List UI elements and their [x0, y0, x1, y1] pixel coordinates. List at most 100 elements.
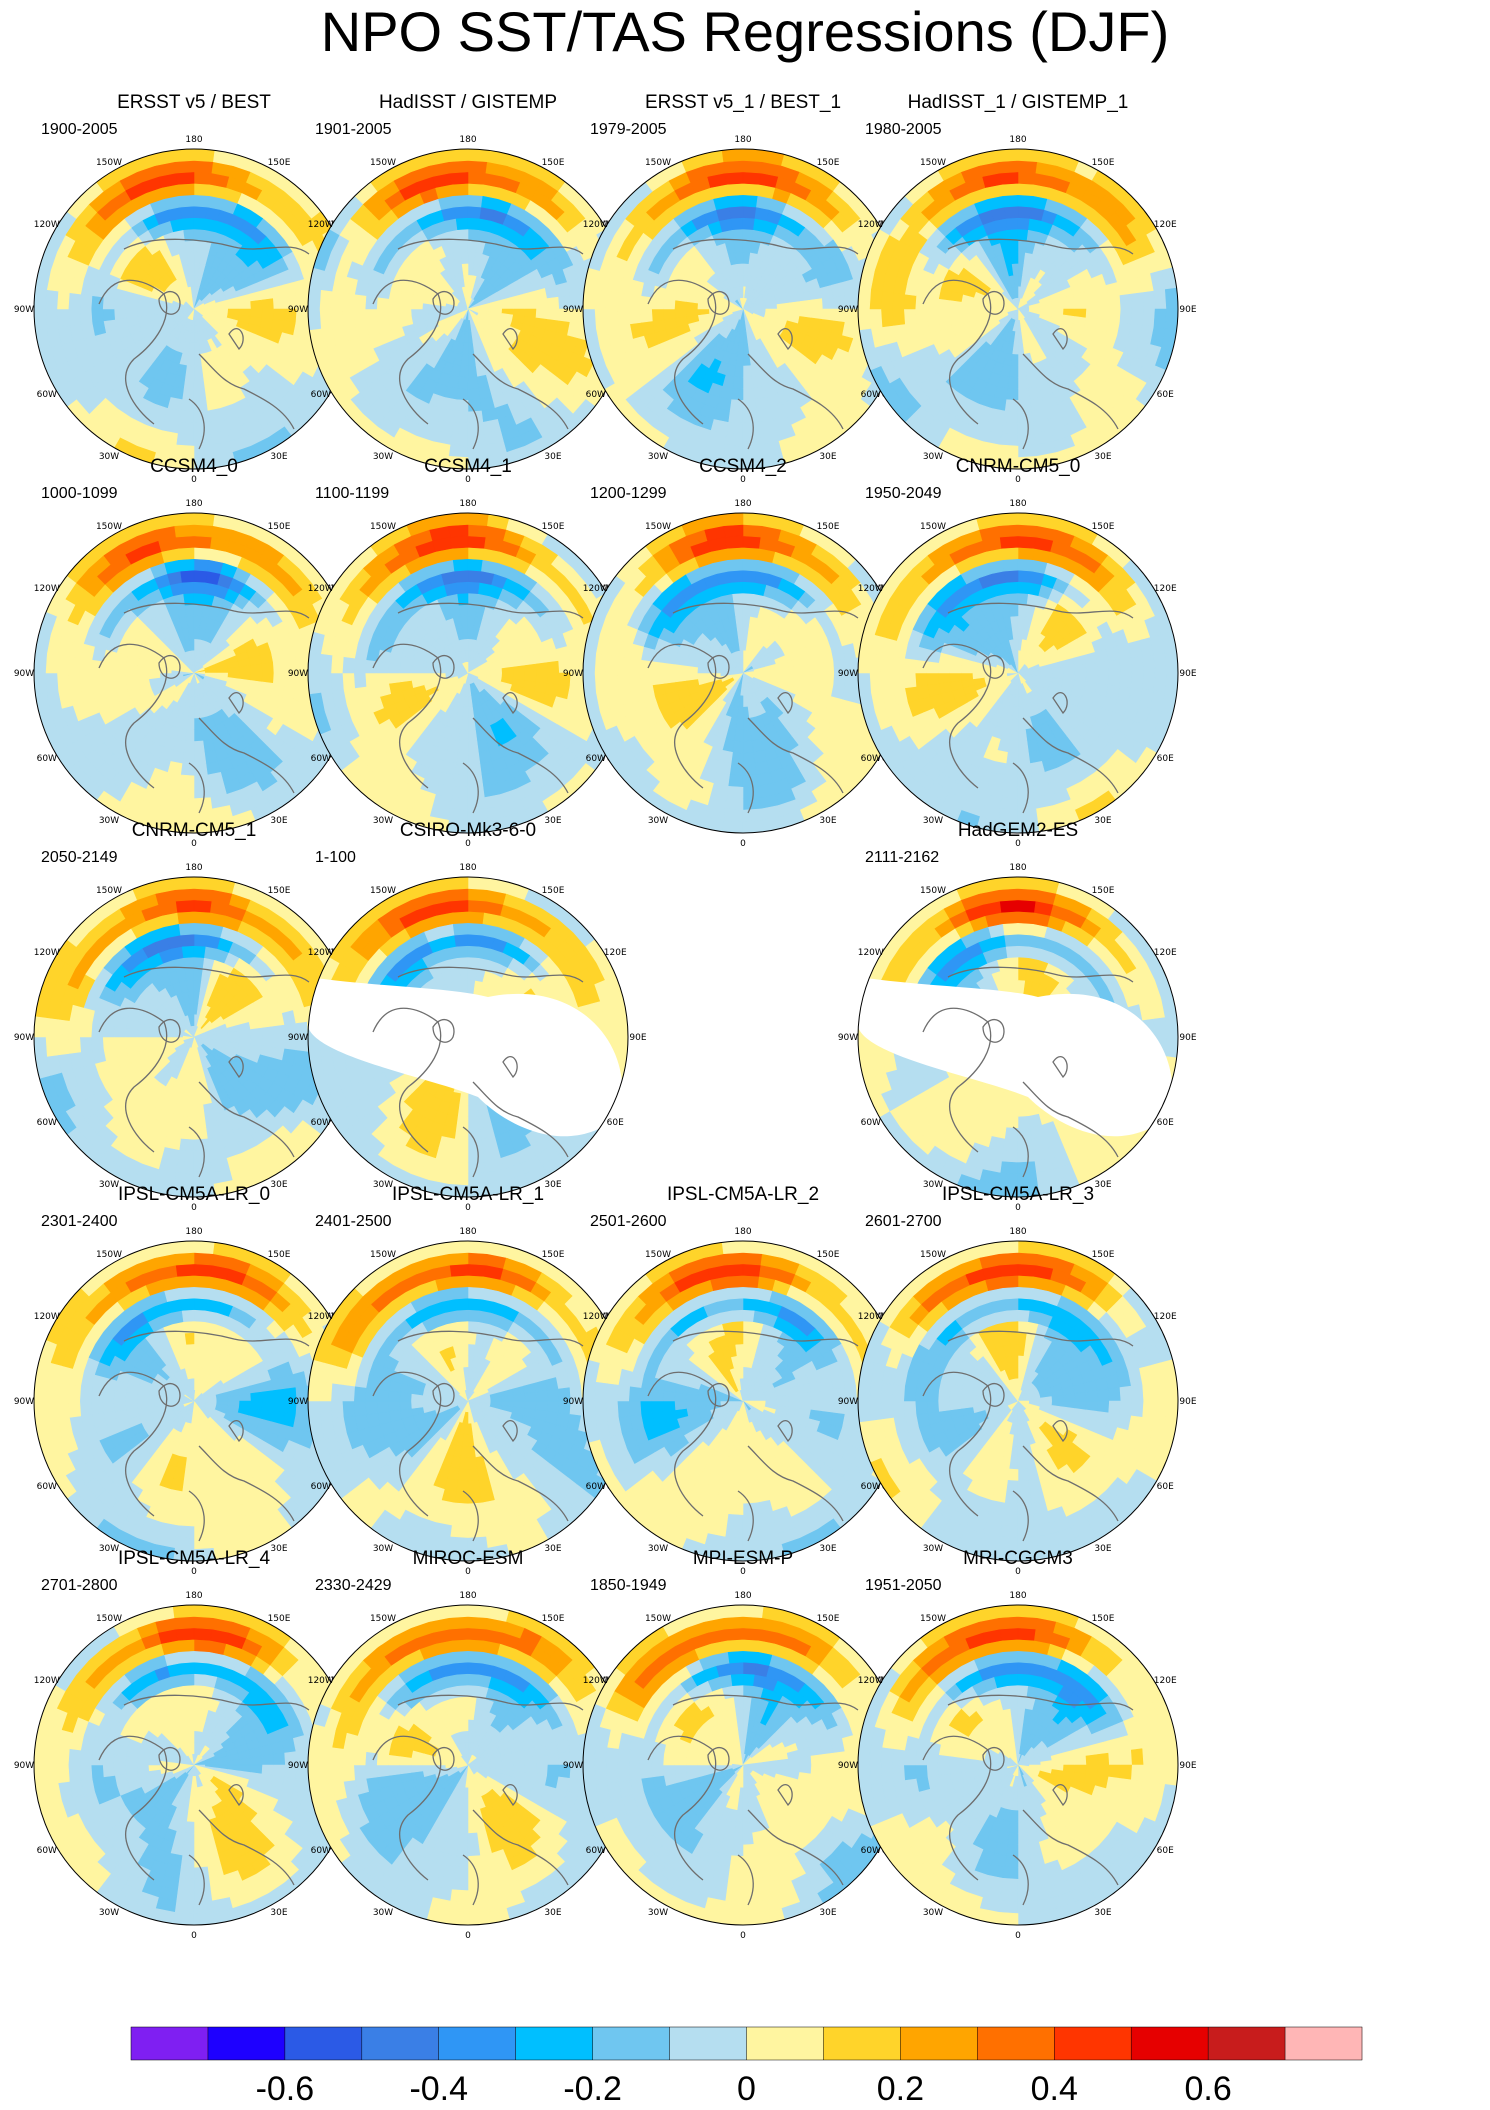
field-cell: [45, 308, 59, 329]
field-cell: [467, 558, 484, 572]
field-cell: [1017, 421, 1035, 436]
panel-title: HadISST_1 / GISTEMP_1: [907, 92, 1129, 113]
field-cell: [193, 524, 214, 538]
field-cell: [726, 182, 744, 197]
coastline: [432, 654, 455, 679]
longitude-label: 90W: [14, 305, 34, 315]
field-cell: [341, 656, 356, 674]
coastline: [472, 353, 569, 430]
field-cell: [458, 604, 469, 617]
longitude-label: 30W: [99, 816, 119, 826]
field-cell: [524, 663, 537, 674]
field-cell: [452, 410, 469, 424]
field-cell: [136, 308, 149, 317]
longitude-label: 0: [740, 475, 746, 484]
longitude-label: 120W: [858, 220, 884, 230]
field-cell: [628, 293, 642, 310]
field-cell: [446, 149, 469, 163]
field-cell: [177, 421, 195, 436]
panel-title: ERSST v5 / BEST: [117, 92, 271, 113]
panel-title: ERSST v5_1 / BEST_1: [644, 92, 842, 113]
field-cell: [399, 308, 412, 319]
field-cell: [999, 171, 1019, 185]
longitude-label: 90E: [1179, 305, 1196, 315]
field-cell: [724, 535, 744, 549]
map-panel: HadISST_1 / GISTEMP_1 1980-2005 180 150E 120…: [833, 92, 1203, 484]
field-cell: [535, 298, 549, 310]
field-cell: [742, 558, 759, 572]
longitude-label: 30W: [99, 452, 119, 462]
coastline: [432, 290, 455, 315]
field-cell: [181, 217, 195, 231]
field-cell: [1108, 295, 1122, 310]
field-cell: [45, 289, 59, 310]
field-cell: [455, 387, 469, 401]
field-cell: [193, 455, 216, 469]
field-cell: [583, 287, 597, 310]
field-cell: [193, 182, 211, 197]
field-cell: [594, 308, 608, 329]
field-cell: [239, 665, 252, 674]
field-cell: [193, 513, 216, 527]
coastline: [462, 398, 479, 450]
field-cell: [193, 751, 207, 765]
longitude-label: 30E: [270, 452, 287, 462]
field-cell: [376, 660, 390, 674]
field-cell: [535, 308, 549, 320]
coastline: [737, 398, 754, 450]
field-cell: [998, 160, 1019, 174]
longitude-label: 30W: [923, 452, 943, 462]
field-cell: [732, 376, 744, 390]
field-cell: [605, 654, 619, 674]
field-cell: [729, 205, 744, 219]
coastline: [462, 762, 479, 814]
coastline: [777, 327, 793, 351]
field-cell: [742, 546, 760, 561]
field-cell: [330, 672, 344, 692]
field-cell: [467, 546, 485, 561]
field-cell: [674, 308, 687, 319]
field-cell: [1001, 182, 1019, 197]
coastline: [472, 717, 569, 794]
field-cell: [467, 729, 478, 742]
field-cell: [178, 410, 195, 424]
field-cell: [730, 217, 744, 231]
field-cell: [239, 301, 252, 310]
field-cell: [67, 308, 82, 326]
field-cell: [181, 751, 195, 765]
field-cell: [467, 581, 481, 595]
field-cell: [67, 672, 82, 690]
field-cell: [594, 653, 608, 674]
coastline: [397, 238, 584, 255]
field-cell: [467, 160, 488, 174]
field-cell: [449, 797, 469, 811]
panel-period: 1979-2005: [590, 121, 667, 138]
coastline: [747, 353, 844, 430]
field-cell: [193, 729, 204, 742]
field-cell: [467, 205, 482, 219]
field-cell: [810, 672, 824, 684]
field-cell: [467, 194, 484, 208]
field-cell: [113, 298, 127, 310]
field-cell: [177, 182, 195, 197]
longitude-label: 30E: [544, 816, 561, 826]
field-cell: [651, 672, 665, 686]
panel-period: 1100-1199: [315, 485, 390, 502]
field-cell: [742, 751, 756, 765]
field-cell: [319, 653, 333, 674]
field-cell: [261, 672, 275, 684]
field-cell: [799, 663, 812, 674]
field-cell: [723, 160, 744, 174]
coastline: [502, 691, 518, 715]
field-cell: [175, 797, 195, 811]
field-cell: [451, 421, 469, 436]
field-cell: [1017, 455, 1040, 469]
field-cell: [175, 171, 195, 185]
field-cell: [467, 535, 487, 549]
longitude-label: 30W: [373, 816, 393, 826]
field-cell: [1017, 171, 1037, 185]
longitude-label: 180: [185, 499, 202, 509]
field-cell: [858, 287, 872, 310]
field-cell: [449, 535, 469, 549]
map-panel: CCSM4_01000-1099180150E120E90E60E30E030W…: [9, 456, 379, 848]
